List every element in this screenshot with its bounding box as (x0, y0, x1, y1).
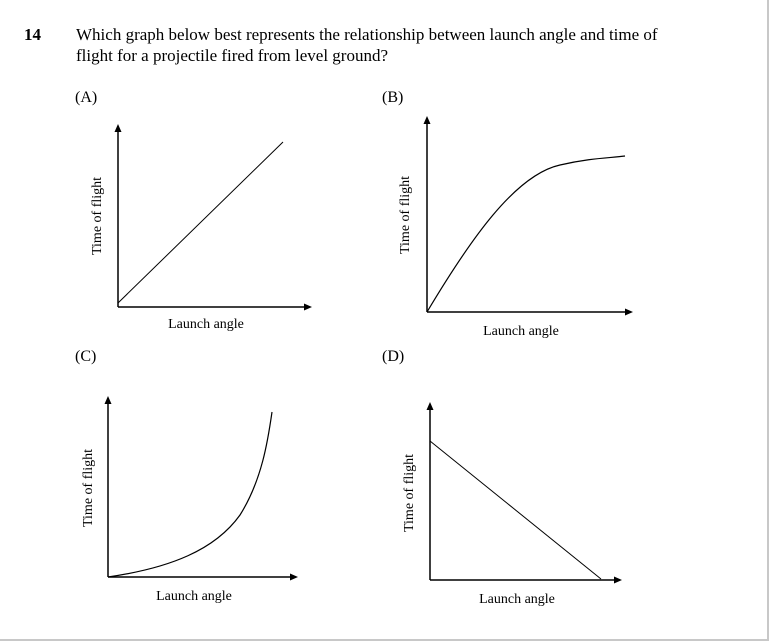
graph-d-xlabel: Launch angle (479, 592, 555, 607)
graph-b-ylabel: Time of flight (398, 176, 413, 254)
graph-d-ylabel: Time of flight (402, 454, 417, 532)
graph-a-ylabel: Time of flight (90, 177, 105, 255)
graph-c-axes (104, 396, 298, 581)
option-c-label: (C) (75, 348, 97, 365)
graph-c-ylabel: Time of flight (81, 449, 96, 527)
frame-border-bottom (0, 639, 769, 641)
frame-border-right (767, 0, 769, 641)
question-number: 14 (24, 25, 41, 44)
graph-b-xlabel: Launch angle (483, 324, 559, 339)
graph-b-curve (426, 155, 626, 313)
question-text: Which graph below best represents the re… (76, 25, 658, 65)
graph-a-xlabel: Launch angle (168, 317, 244, 332)
option-d-label: (D) (382, 348, 405, 365)
graph-b-axes (423, 116, 633, 316)
graph-c-xlabel: Launch angle (156, 589, 232, 604)
option-a-label: (A) (75, 89, 98, 106)
graph-a-curve (117, 141, 284, 304)
graph-d-axes (426, 402, 622, 584)
graph-c-curve (107, 411, 273, 578)
graph-a-axes (114, 124, 312, 311)
graph-d-curve (429, 440, 602, 580)
option-b-label: (B) (382, 89, 404, 106)
